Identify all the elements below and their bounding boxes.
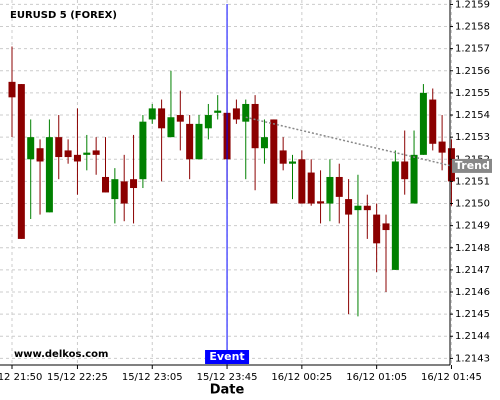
candle-body (307, 172, 315, 204)
candle-body (214, 110, 222, 113)
x-tick-label: 15/12 23:45 (197, 372, 258, 383)
y-tick-label: 1.2149 (455, 221, 490, 232)
x-tick-label: 16/12 00:25 (271, 372, 332, 383)
candle-body (148, 108, 156, 120)
candle-body (382, 223, 390, 231)
candle-body (195, 123, 203, 160)
chart-title: EURUSD 5 (FOREX) (10, 10, 117, 21)
y-tick-label: 1.2147 (455, 265, 490, 276)
candle-body (279, 150, 287, 164)
candle-body (401, 161, 409, 180)
candle-body (17, 84, 25, 239)
candle-body (130, 179, 138, 189)
y-tick-label: 1.2154 (455, 110, 490, 121)
candle-body (139, 121, 147, 180)
y-tick-label: 1.2159 (455, 0, 490, 10)
candle-body (27, 137, 35, 160)
candle-body (298, 159, 306, 204)
candle-body (36, 148, 44, 162)
candle-body (158, 108, 166, 129)
x-tick-label: 16/12 01:05 (346, 372, 407, 383)
candle-body (8, 81, 16, 98)
candle-body (419, 92, 427, 155)
candle-body (45, 137, 53, 213)
y-tick-label: 1.2145 (455, 309, 490, 320)
candle-body (410, 154, 418, 204)
candle-body (391, 161, 399, 270)
y-tick-label: 1.2151 (455, 176, 490, 187)
trend-line (245, 116, 452, 167)
y-tick-label: 1.2155 (455, 88, 490, 99)
candle-body (251, 103, 259, 149)
candle-body (289, 161, 296, 164)
candle-body (260, 137, 268, 149)
x-tick-label: 15/12 21:50 (0, 372, 42, 383)
candle-body (447, 148, 455, 182)
candle-body (167, 117, 175, 138)
candle-body (270, 119, 278, 204)
x-tick-label: 15/12 23:05 (122, 372, 183, 383)
y-tick-label: 1.2144 (455, 331, 490, 342)
candle-body (345, 199, 353, 215)
watermark: www.delkos.com (14, 349, 108, 360)
candle-body (111, 179, 119, 200)
y-tick-label: 1.2157 (455, 44, 490, 55)
candle-body (242, 103, 250, 122)
candle-body (429, 99, 437, 144)
trend-label: Trend (455, 159, 490, 172)
y-tick-label: 1.2153 (455, 132, 490, 143)
y-tick-label: 1.2143 (455, 353, 490, 364)
candle-body (373, 214, 381, 244)
candle-body (73, 154, 81, 162)
y-tick-label: 1.2148 (455, 243, 490, 254)
event-label-box (205, 350, 250, 364)
event-label: Event (209, 350, 244, 363)
trend-label-box (452, 158, 492, 173)
candle-body (55, 137, 63, 158)
candle-body (204, 115, 212, 129)
candle-body (92, 150, 100, 155)
candle-body (176, 115, 184, 122)
candle-body (64, 150, 72, 158)
candle-body (83, 152, 91, 155)
y-tick-label: 1.2156 (455, 66, 490, 77)
candle-body (232, 108, 240, 120)
y-tick-label: 1.2158 (455, 22, 490, 33)
candle-body (438, 141, 446, 153)
candle-body (120, 181, 128, 204)
candle-body (186, 123, 194, 160)
y-tick-label: 1.2150 (455, 199, 490, 210)
candle-body (354, 205, 362, 211)
x-tick-label: 16/12 01:45 (421, 372, 482, 383)
candle-body (363, 205, 371, 211)
marks (8, 4, 455, 365)
candle-body (317, 201, 325, 204)
x-tick-label: 15/12 22:25 (47, 372, 108, 383)
candle-body (335, 176, 343, 197)
x-axis-label: Date (210, 383, 245, 398)
y-tick-label: 1.2146 (455, 287, 490, 298)
candle-body (326, 176, 334, 204)
candle-body (102, 176, 109, 193)
